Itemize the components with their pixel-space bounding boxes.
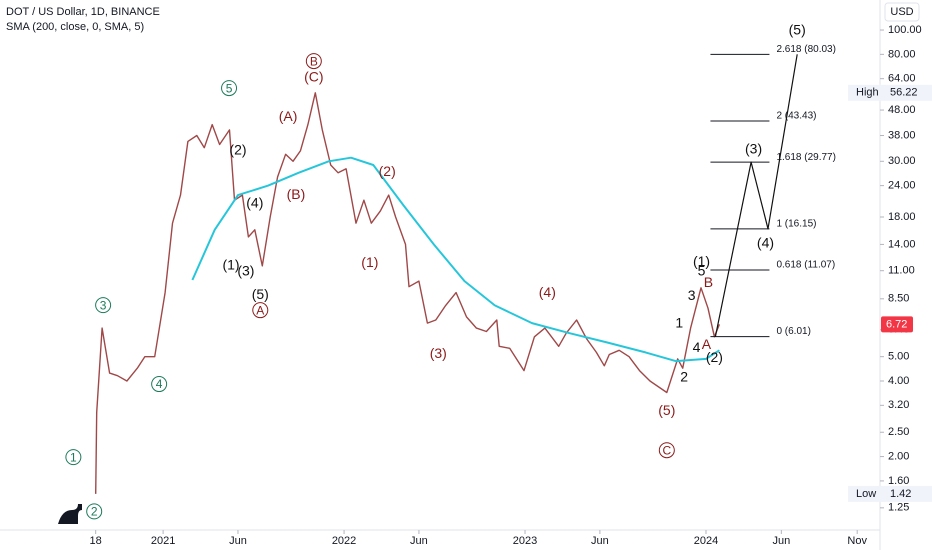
wave-label: (2) [706, 349, 723, 365]
symbol-title: DOT / US Dollar, 1D, BINANCE [6, 6, 160, 18]
wave-label: 3 [688, 287, 696, 303]
wave-label: (4) [539, 284, 556, 300]
wave-label: B [704, 274, 713, 290]
y-tick-label: 5.00 [888, 351, 909, 363]
wave-label: 5 [226, 81, 233, 95]
sma-line [191, 156, 720, 363]
wave-label: (3) [745, 141, 762, 157]
y-tick-label: 64.00 [888, 73, 916, 85]
price-line [95, 92, 721, 494]
wave-label: (1) [222, 257, 239, 273]
fib-label: 2 (43.43) [776, 111, 816, 122]
y-tick-label: 80.00 [888, 48, 916, 60]
high-label: High [856, 87, 879, 99]
wave-label: 1 [675, 315, 683, 331]
wave-label: 5 [698, 262, 706, 278]
x-tick-label: 2023 [513, 535, 537, 547]
fib-label: 2.618 (80.03) [776, 44, 836, 55]
y-tick-label: 4.00 [888, 375, 909, 387]
x-tick-label: Jun [591, 535, 609, 547]
y-tick-label: 2.50 [888, 426, 909, 438]
wave-label: (4) [757, 235, 774, 251]
x-tick-label: 2024 [694, 535, 718, 547]
wave-circle [221, 80, 238, 97]
wave-circle [95, 297, 112, 314]
currency-box[interactable] [884, 2, 920, 22]
y-tick-label: 1.60 [888, 475, 909, 487]
logo [58, 504, 82, 524]
wave-label: C [662, 443, 671, 457]
y-tick-label: 11.00 [888, 265, 915, 277]
y-tick-label: 1.25 [888, 502, 909, 514]
fib-label: 0.618 (11.07) [776, 260, 835, 271]
wave-label: A [256, 303, 264, 317]
y-tick-label: 14.00 [888, 238, 916, 250]
x-tick-label: Jun [229, 535, 247, 547]
wave-label: (3) [237, 262, 254, 278]
wave-label: 2 [91, 505, 98, 519]
indicator-title: SMA (200, close, 0, SMA, 5) [6, 21, 144, 33]
y-tick-label: 38.00 [888, 129, 916, 141]
x-tick-label: Nov [847, 535, 867, 547]
low-label: Low [856, 488, 876, 500]
wave-label: (5) [658, 402, 675, 418]
wave-circle [65, 449, 82, 466]
last-price-label: 6.72 [886, 318, 907, 330]
x-tick-label: 2021 [151, 535, 175, 547]
last-price-box [881, 316, 913, 333]
y-tick-label: 100.00 [888, 24, 922, 36]
wave-label: (1) [693, 253, 710, 269]
fib-label: 0 (6.01) [776, 326, 810, 337]
currency-label: USD [890, 6, 913, 18]
wave-label: A [702, 336, 712, 352]
wave-label: (A) [279, 108, 298, 124]
wave-label: 2 [680, 369, 688, 385]
x-tick-label: 18 [90, 535, 102, 547]
projection-line [714, 54, 798, 337]
y-tick-label: 18.00 [888, 211, 916, 223]
y-tick-label: 3.20 [888, 399, 909, 411]
wave-circle [305, 53, 322, 70]
wave-label: (3) [430, 345, 447, 361]
wave-label: B [310, 54, 318, 68]
low-value: 1.42 [890, 488, 911, 500]
high-box [848, 84, 932, 101]
wave-circle [252, 302, 269, 319]
wave-label: (5) [789, 22, 806, 38]
x-tick-label: Jun [410, 535, 428, 547]
wave-label: (2) [229, 142, 246, 158]
wave-label: (C) [304, 69, 323, 85]
y-tick-label: 48.00 [888, 104, 916, 116]
fib-label: 1 (16.15) [776, 218, 816, 229]
y-tick-label: 2.00 [888, 450, 909, 462]
wave-label: (4) [246, 195, 263, 211]
x-tick-label: 2022 [332, 535, 356, 547]
wave-label: 3 [100, 298, 107, 312]
wave-circle [151, 376, 168, 393]
wave-label: (2) [379, 163, 396, 179]
low-box [848, 485, 932, 502]
fib-label: 1.618 (29.77) [776, 152, 836, 163]
wave-circle [86, 503, 103, 520]
wave-circle [658, 442, 675, 459]
x-tick-label: Jun [772, 535, 790, 547]
wave-label: 1 [70, 450, 77, 464]
high-value: 56.22 [890, 87, 918, 99]
wave-label: 4 [693, 339, 701, 355]
wave-label: (5) [252, 286, 269, 302]
y-tick-label: 8.50 [888, 293, 909, 305]
y-tick-label: 24.00 [888, 180, 916, 192]
wave-label: (B) [287, 186, 306, 202]
wave-label: 4 [156, 377, 163, 391]
y-tick-label: 30.00 [888, 155, 916, 167]
wave-label: (1) [361, 254, 378, 270]
